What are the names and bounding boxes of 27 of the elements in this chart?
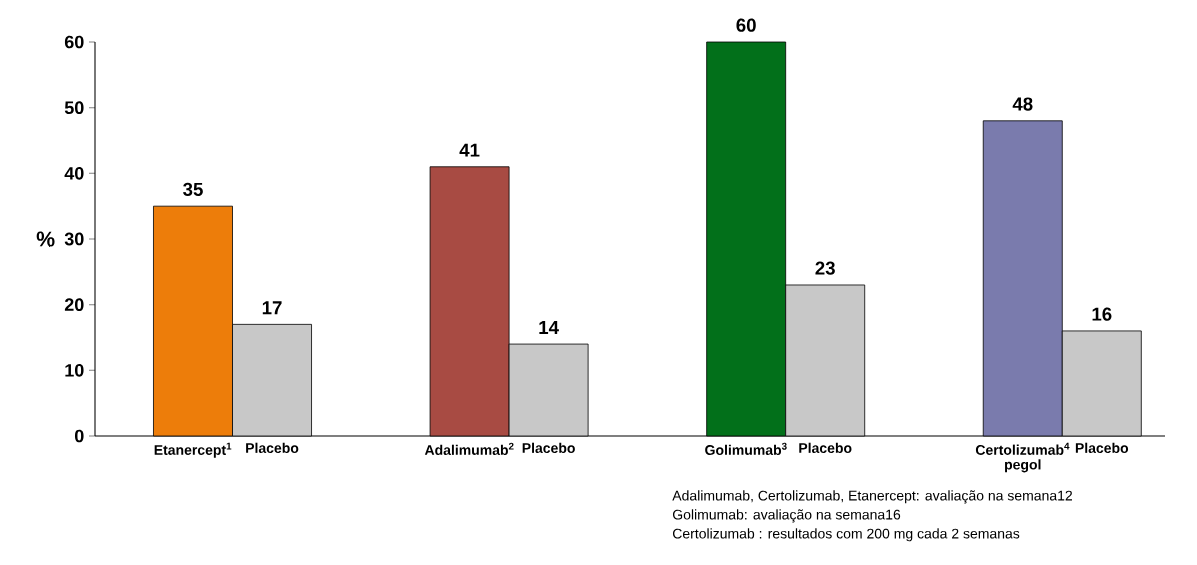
data-label: 14 (539, 321, 559, 334)
data-label: 60 (736, 18, 756, 32)
y-tick-label: 10 (65, 363, 84, 377)
data-label: 41 (459, 143, 480, 157)
data-label: 48 (1012, 97, 1033, 111)
y-axis-title: % (36, 231, 55, 247)
y-tick-label: 60 (64, 35, 84, 49)
text: Adalimumab, Certolizumab, Etanercept: avaliação na semana12 (672, 490, 1072, 504)
data-label: 16 (1092, 307, 1112, 321)
data-label: 23 (815, 261, 835, 275)
x-tick-label: Etanercept$^{1}$ (154, 442, 232, 458)
x-tick-label: Placebo (799, 442, 852, 453)
category-label: Certolizumab$^{4}$ pegol (975, 442, 1070, 473)
x-tick-label: Golimumab$^{3}$ (705, 442, 787, 455)
text: Golimumab: avaliação na semana16 (672, 509, 901, 523)
text: Certolizumab : resultados com 200 mg cada 2 semanas (672, 528, 1020, 542)
x-tick-label: Placebo (522, 442, 575, 453)
y-tick-label: 30 (64, 232, 84, 246)
x-tick-label: Placebo (1075, 442, 1129, 453)
y-tick-label: 20 (64, 298, 84, 312)
y-tick-label: 0 (74, 429, 84, 443)
y-tick-label: 50 (64, 101, 84, 115)
y-tick-label: 40 (64, 166, 84, 180)
x-tick-label: Adalimumab$^{2}$ (424, 442, 514, 455)
data-label: 35 (183, 182, 203, 196)
data-label: 17 (262, 301, 282, 315)
x-tick-label: Placebo (246, 442, 299, 453)
